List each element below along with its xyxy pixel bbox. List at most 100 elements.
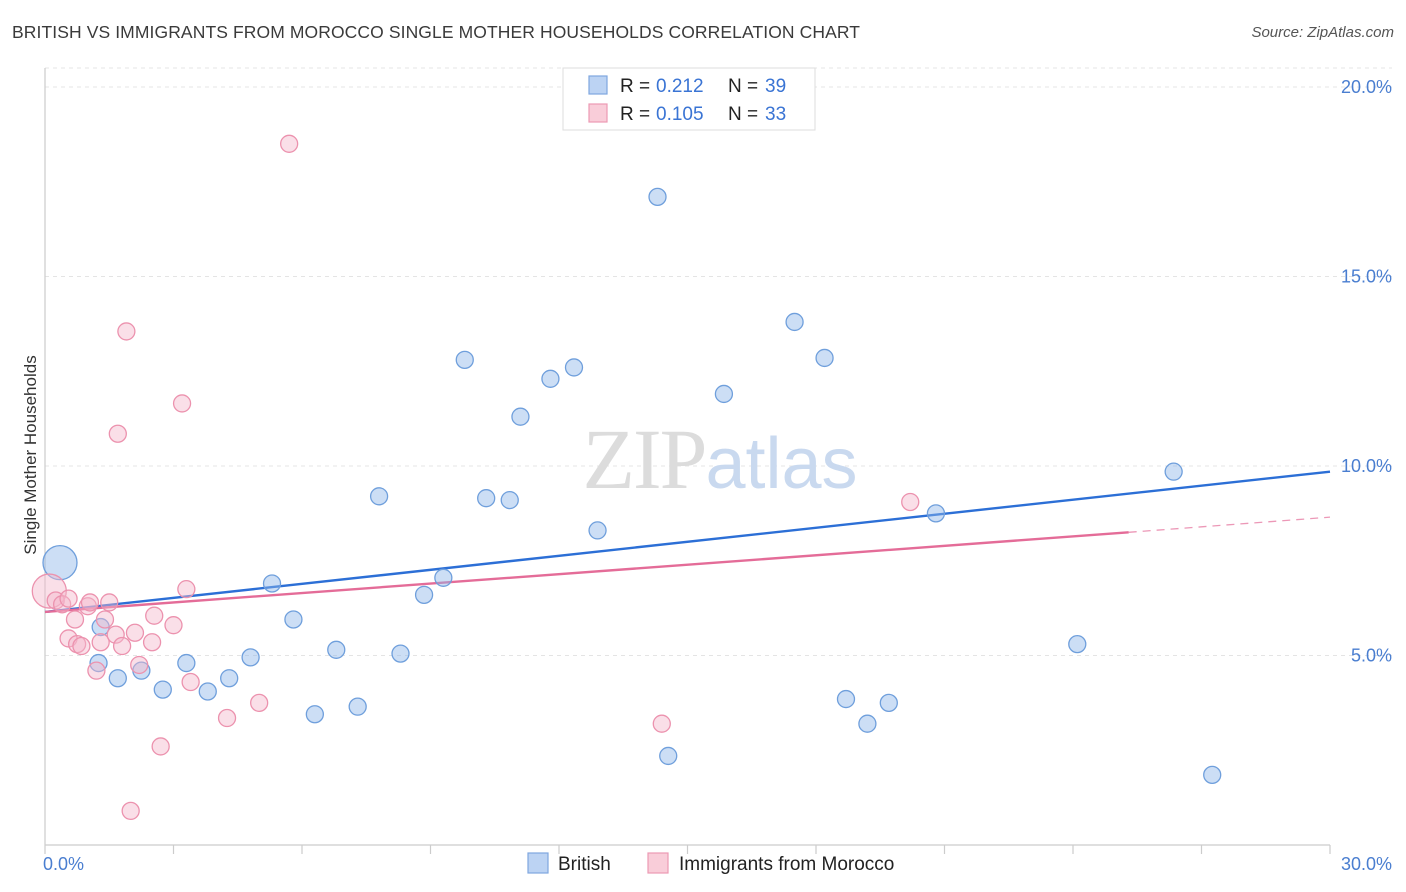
- bottom-legend-label-morocco: Immigrants from Morocco: [679, 854, 894, 875]
- x-tick-label: 30.0%: [1341, 854, 1392, 874]
- legend-r-value-2: 0.105: [656, 104, 704, 125]
- data-point: [153, 680, 172, 699]
- data-point: [145, 606, 164, 625]
- data-point: [164, 616, 183, 635]
- data-point: [65, 610, 85, 629]
- legend-box: R = 0.212 N = 39 R = 0.105 N = 33: [562, 67, 816, 131]
- x-tick-labels: 0.0% 30.0%: [43, 854, 1392, 874]
- data-point: [858, 714, 877, 733]
- data-point: [108, 669, 127, 688]
- data-point: [327, 640, 346, 659]
- series-british-points: [42, 187, 1222, 785]
- data-point: [112, 636, 132, 656]
- data-point: [72, 636, 91, 656]
- data-point: [564, 358, 584, 377]
- data-point: [455, 350, 474, 369]
- data-point: [172, 394, 192, 413]
- legend-n-label-2: N =: [728, 104, 758, 125]
- y-tick-label: 20.0%: [1341, 77, 1392, 97]
- chart-title: BRITISH VS IMMIGRANTS FROM MOROCCO SINGL…: [12, 22, 861, 42]
- y-tick-label: 15.0%: [1341, 266, 1392, 286]
- data-point: [815, 348, 834, 368]
- data-point: [198, 682, 217, 701]
- legend-r-label-1: R =: [620, 76, 650, 97]
- data-point: [177, 653, 196, 673]
- data-point: [108, 424, 127, 443]
- legend-n-value-2: 33: [765, 104, 786, 125]
- data-point: [91, 633, 110, 652]
- data-points: [31, 134, 1222, 821]
- data-point: [121, 801, 140, 821]
- data-point: [100, 593, 119, 612]
- data-point: [901, 492, 920, 512]
- data-point: [42, 544, 78, 581]
- legend-swatch-morocco: [588, 103, 608, 123]
- data-point: [836, 689, 856, 709]
- data-point: [1203, 765, 1222, 785]
- legend-r-value-1: 0.212: [656, 76, 704, 97]
- data-point: [151, 737, 170, 756]
- data-point: [279, 134, 299, 153]
- data-point: [926, 504, 946, 523]
- legend-n-label-1: N =: [728, 76, 758, 97]
- data-point: [284, 610, 303, 629]
- data-point: [434, 568, 453, 587]
- data-point: [714, 384, 734, 404]
- bottom-legend-swatch-morocco: [647, 852, 669, 874]
- data-point: [59, 589, 78, 608]
- data-point: [130, 655, 149, 675]
- data-point: [477, 489, 496, 508]
- data-point: [652, 714, 671, 733]
- watermark: ZIPatlas: [582, 411, 857, 507]
- y-tick-label: 5.0%: [1351, 645, 1392, 665]
- bottom-legend-swatch-british: [527, 852, 549, 874]
- legend-r-label-2: R =: [620, 104, 650, 125]
- data-point: [588, 521, 607, 540]
- trend-lines: [44, 470, 1331, 614]
- data-point: [511, 407, 530, 426]
- data-point: [348, 697, 367, 716]
- data-point: [369, 487, 389, 506]
- data-point: [181, 672, 200, 692]
- data-point: [106, 625, 125, 644]
- x-tick-label: 0.0%: [43, 854, 84, 874]
- trend-line-morocco: [44, 531, 1129, 614]
- data-point: [391, 644, 410, 663]
- data-point: [785, 312, 804, 332]
- data-point: [262, 574, 282, 593]
- data-point: [500, 490, 519, 510]
- bottom-legend: British Immigrants from Morocco: [527, 852, 894, 875]
- data-point: [541, 369, 560, 388]
- data-point: [241, 648, 260, 667]
- bottom-legend-label-british: British: [558, 854, 611, 875]
- trend-line-british: [44, 470, 1331, 614]
- y-tick-labels: 5.0% 10.0% 15.0% 20.0%: [1341, 77, 1392, 666]
- data-point: [142, 633, 162, 652]
- data-point: [125, 623, 145, 642]
- data-point: [217, 708, 237, 728]
- data-point: [648, 187, 667, 207]
- data-point: [117, 322, 136, 341]
- grid-lines: [45, 67, 1392, 656]
- watermark-text: ZIPatlas: [582, 411, 857, 507]
- trend-extension-morocco: [1128, 516, 1331, 533]
- data-point: [87, 661, 106, 680]
- y-tick-label: 10.0%: [1341, 456, 1392, 476]
- data-point: [177, 580, 196, 599]
- data-point: [1068, 634, 1087, 654]
- data-point: [220, 669, 239, 688]
- data-point: [95, 610, 115, 629]
- legend-n-value-1: 39: [765, 76, 786, 97]
- series-morocco-points: [31, 134, 920, 821]
- data-point: [80, 593, 100, 612]
- data-point: [250, 693, 269, 713]
- y-axis-label: Single Mother Households: [21, 355, 40, 554]
- data-point: [414, 585, 434, 604]
- chart-source: Source: ZipAtlas.com: [1251, 24, 1394, 41]
- data-point: [879, 693, 898, 713]
- data-point: [1164, 462, 1183, 481]
- legend-swatch-british: [588, 75, 608, 95]
- axes: [44, 68, 1331, 854]
- data-point: [659, 746, 678, 766]
